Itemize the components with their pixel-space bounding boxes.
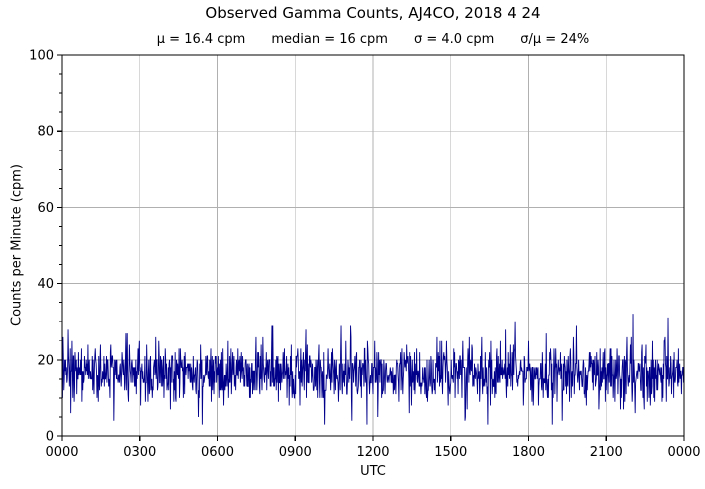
x-tick-label: 0300 — [123, 445, 156, 460]
y-tick-label: 100 — [29, 49, 54, 64]
x-tick-label: 0900 — [279, 445, 312, 460]
y-tick-label: 60 — [37, 201, 54, 216]
chart-title: Observed Gamma Counts, AJ4CO, 2018 4 24 — [205, 4, 541, 22]
y-tick-label: 0 — [46, 430, 54, 445]
stat-sigma-over-mu: σ/μ = 24% — [520, 32, 590, 47]
y-tick-label: 20 — [37, 353, 54, 368]
y-tick-label: 80 — [37, 125, 54, 140]
x-tick-label: 1800 — [512, 445, 545, 460]
x-tick-label: 0000 — [667, 445, 700, 460]
stat-median: median = 16 cpm — [271, 32, 388, 47]
data-line — [61, 314, 685, 425]
stat-mean: μ = 16.4 cpm — [156, 32, 246, 47]
x-axis-label: UTC — [360, 464, 386, 479]
chart-stats-line: μ = 16.4 cpm median = 16 cpm σ = 4.0 cpm σ/… — [62, 32, 684, 48]
stat-sigma: σ = 4.0 cpm — [413, 32, 495, 47]
x-tick-label: 0600 — [201, 445, 234, 460]
x-tick-label: 1500 — [434, 445, 467, 460]
x-tick-label: 1200 — [356, 445, 389, 460]
x-tick-label: 0000 — [45, 445, 78, 460]
x-tick-label: 2100 — [590, 445, 623, 460]
y-tick-label: 40 — [37, 277, 54, 292]
